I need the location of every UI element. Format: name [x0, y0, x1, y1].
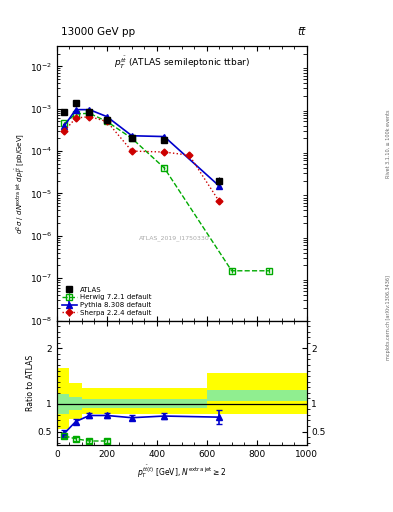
Text: 13000 GeV pp: 13000 GeV pp — [61, 27, 135, 37]
Text: ATLAS_2019_I1750330: ATLAS_2019_I1750330 — [139, 236, 209, 241]
Text: Rivet 3.1.10, ≥ 100k events: Rivet 3.1.10, ≥ 100k events — [386, 109, 391, 178]
Y-axis label: $d^2\sigma\ /\ dN^{\rm extra\ jet}\ dp_T^{t\bar{t}}$ [pb/GeV]: $d^2\sigma\ /\ dN^{\rm extra\ jet}\ dp_T… — [14, 133, 28, 234]
Text: $p_T^{t\bar{t}}$ (ATLAS semileptonic ttbar): $p_T^{t\bar{t}}$ (ATLAS semileptonic ttb… — [114, 54, 250, 71]
Y-axis label: Ratio to ATLAS: Ratio to ATLAS — [26, 355, 35, 411]
X-axis label: $p_T^{t\bar{t}(t)}$ [GeV], $N^{\rm extra\ jet} \geq 2$: $p_T^{t\bar{t}(t)}$ [GeV], $N^{\rm extra… — [137, 463, 226, 480]
Text: tt̅: tt̅ — [298, 27, 306, 37]
Text: mcplots.cern.ch [arXiv:1306.3436]: mcplots.cern.ch [arXiv:1306.3436] — [386, 275, 391, 360]
Legend: ATLAS, Herwig 7.2.1 default, Pythia 8.308 default, Sherpa 2.2.4 default: ATLAS, Herwig 7.2.1 default, Pythia 8.30… — [61, 285, 153, 317]
